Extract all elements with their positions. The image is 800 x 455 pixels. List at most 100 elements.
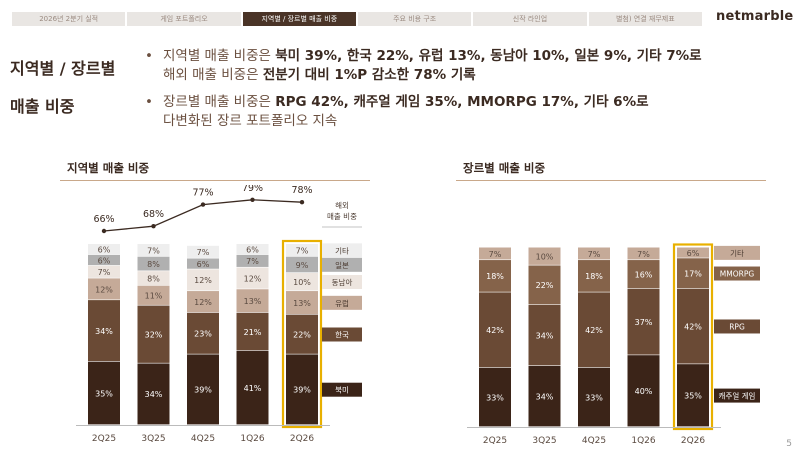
- x-tick-label: 4Q25: [582, 436, 606, 446]
- bar-data-label: 7%: [296, 246, 309, 255]
- legend-swatch: [322, 275, 362, 290]
- bar-data-label: 32%: [145, 331, 163, 340]
- bullet-region: • 지역별 매출 비중은 북미 39%, 한국 22%, 유럽 13%, 동남아…: [145, 47, 785, 85]
- region-title-underline: [60, 180, 370, 181]
- bar-data-label: 6%: [98, 245, 111, 254]
- tab-5[interactable]: 별첨) 연결 재무제표: [588, 12, 702, 26]
- bar-9-3-1: [528, 247, 561, 265]
- bar-data-label: 6%: [246, 245, 259, 254]
- bar-data-label: 13%: [293, 299, 311, 308]
- bar-9-3-2: [187, 269, 219, 291]
- line-point: [101, 228, 107, 234]
- legend-swatch: [714, 388, 760, 403]
- legend-label: 기타: [335, 246, 349, 255]
- bar-9-0-1: [137, 363, 170, 425]
- bar-9-1-2: [578, 292, 610, 368]
- legend-swatch: [322, 382, 362, 397]
- bar-data-label: 6%: [98, 256, 111, 265]
- bar-data-label: 18%: [585, 272, 603, 281]
- bar-data-label: 42%: [486, 326, 504, 335]
- bullet-region-line2-prefix: 해외 매출 비중은: [163, 67, 263, 83]
- line-legend-label: 해외: [335, 200, 349, 210]
- bar-data-label: 22%: [293, 331, 311, 340]
- bar-data-label: 7%: [98, 268, 111, 277]
- x-tick-label: 2Q25: [92, 434, 116, 444]
- bar-9-1-0: [479, 292, 511, 368]
- bullet-genre-prefix: 장르별 매출 비중은: [163, 94, 276, 110]
- bar-data-label: 6%: [197, 260, 210, 269]
- bar-9-1-2: [187, 312, 219, 354]
- bar-data-label: 33%: [486, 393, 504, 402]
- bar-data-label: 12%: [95, 285, 113, 294]
- page-title-line2: 매출 비중: [10, 97, 75, 116]
- tab-3[interactable]: 주요 비용 구조: [357, 12, 472, 26]
- bar-9-0-3: [236, 350, 269, 425]
- bar-data-label: 34%: [145, 390, 163, 399]
- bar-9-0-0: [479, 367, 511, 427]
- x-tick-label: 4Q25: [191, 434, 215, 444]
- line-data-label: 79%: [242, 185, 263, 194]
- bar-9-4-4: [286, 256, 318, 273]
- bar-data-label: 7%: [637, 250, 650, 259]
- x-tick-label: 2Q26: [681, 436, 706, 446]
- tab-0[interactable]: 2026년 2분기 실적: [12, 12, 126, 26]
- bar-9-1-1: [137, 305, 170, 363]
- line-data-label: 66%: [93, 214, 114, 225]
- bar-data-label: 18%: [486, 272, 504, 281]
- bar-9-3-3: [627, 247, 660, 260]
- bar-9-5-0: [88, 244, 120, 255]
- legend-label: MMORPG: [720, 270, 755, 279]
- bar-data-label: 8%: [147, 274, 160, 283]
- legend-swatch: [714, 266, 760, 281]
- bar-9-3-1: [137, 271, 170, 286]
- legend-swatch: [714, 245, 760, 260]
- legend-label: 기타: [730, 249, 744, 258]
- bar-9-2-2: [187, 291, 219, 313]
- bar-data-label: 7%: [147, 246, 160, 255]
- bar-data-label: 7%: [246, 257, 259, 266]
- legend-swatch: [322, 327, 362, 342]
- page-number: 5: [786, 439, 792, 449]
- bar-9-2-1: [528, 265, 561, 305]
- tab-2[interactable]: 지역별 / 장르별 매출 비중: [242, 12, 356, 26]
- bar-data-label: 34%: [536, 331, 554, 340]
- bar-data-label: 7%: [489, 250, 502, 259]
- bar-data-label: 34%: [95, 327, 113, 336]
- highlight-box: [281, 239, 323, 429]
- bar-9-4-1: [137, 256, 170, 271]
- legend-label: 한국: [335, 331, 349, 340]
- x-tick-label: 1Q26: [240, 434, 265, 444]
- bar-data-label: 33%: [585, 393, 603, 402]
- bar-data-label: 17%: [684, 270, 702, 279]
- bar-9-2-3: [236, 289, 269, 313]
- bar-9-4-3: [236, 254, 269, 267]
- bar-9-1-0: [88, 300, 120, 362]
- tab-1[interactable]: 게임 포트폴리오: [127, 12, 241, 26]
- bar-data-label: 13%: [244, 297, 262, 306]
- bar-9-5-2: [187, 245, 219, 258]
- bar-9-1-3: [627, 288, 660, 355]
- x-tick-label: 3Q25: [141, 434, 165, 444]
- bar-9-5-4: [286, 244, 318, 257]
- line-data-label: 77%: [192, 188, 213, 199]
- bar-9-2-4: [677, 258, 709, 289]
- bar-9-2-2: [578, 260, 610, 292]
- bar-9-0-2: [187, 354, 219, 425]
- bar-9-2-1: [137, 285, 170, 305]
- bar-data-label: 42%: [585, 326, 603, 335]
- bar-9-5-3: [236, 244, 269, 255]
- legend-label: 북미: [335, 386, 349, 395]
- line-legend-label: 매출 비중: [327, 211, 357, 221]
- bar-data-label: 12%: [194, 298, 212, 307]
- summary-bullets: • 지역별 매출 비중은 북미 39%, 한국 22%, 유럽 13%, 동남아…: [145, 47, 785, 139]
- bullet-dot-icon: •: [145, 94, 153, 110]
- legend-label: 일본: [335, 261, 349, 270]
- bar-9-0-3: [627, 355, 660, 427]
- bar-data-label: 7%: [588, 250, 601, 259]
- bar-9-2-0: [479, 260, 511, 292]
- bullet-region-prefix: 지역별 매출 비중은: [163, 48, 276, 64]
- tab-4[interactable]: 신작 라인업: [473, 12, 587, 26]
- bar-9-0-1: [528, 365, 561, 427]
- bar-9-3-0: [479, 247, 511, 260]
- bar-9-4-2: [187, 258, 219, 269]
